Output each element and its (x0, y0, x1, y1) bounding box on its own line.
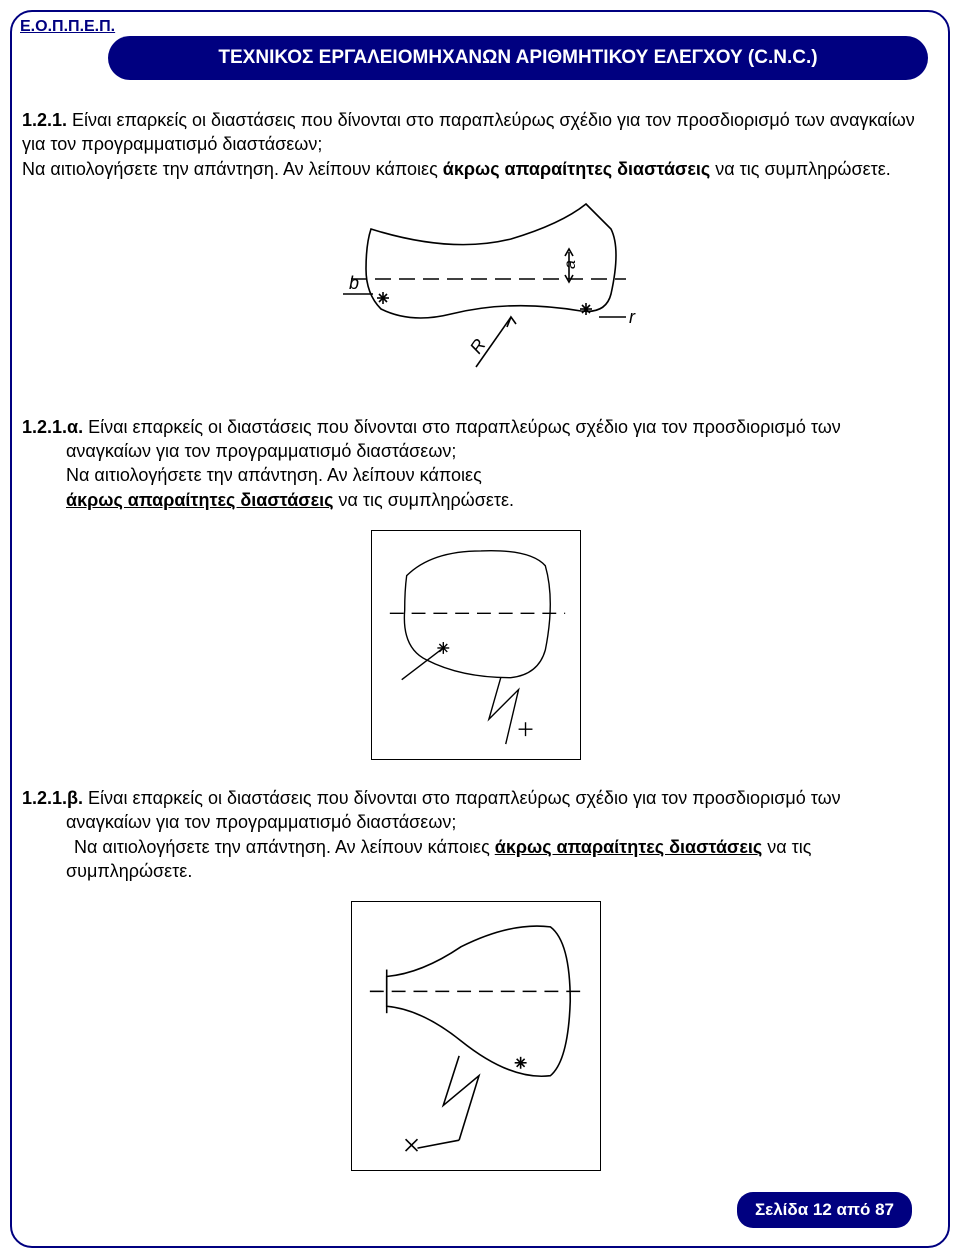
label-r: r (629, 307, 636, 327)
label-R: R (466, 335, 490, 357)
q3-num: 1.2.1.β. (22, 788, 83, 808)
figure-1-wrap: b a r R (22, 199, 930, 389)
label-b: b (349, 273, 359, 293)
q3-text-b: Να αιτιολογήσετε την απάντηση. Αν λείπου… (66, 837, 495, 857)
label-a: a (562, 260, 579, 269)
diagram-2 (371, 530, 581, 760)
q1-text-c: να τις συμπληρώσετε. (710, 159, 891, 179)
q3-text-a: Είναι επαρκείς οι διαστάσεις που δίνοντα… (66, 788, 841, 832)
page-footer: Σελίδα 12 από 87 (737, 1192, 912, 1228)
figure-2-wrap (22, 530, 930, 760)
header-title: ΤΕΧΝΙΚΟΣ ΕΡΓΑΛΕΙΟΜΗΧΑΝΩΝ ΑΡΙΘΜΗΤΙΚΟΥ ΕΛΕ… (218, 47, 817, 69)
question-1: 1.2.1. Είναι επαρκείς οι διαστάσεις που … (22, 108, 930, 181)
page-number: Σελίδα 12 από 87 (755, 1200, 894, 1219)
q3-bold: άκρως απαραίτητες διαστάσεις (495, 837, 763, 857)
q1-text-a: Είναι επαρκείς οι διαστάσεις που δίνοντα… (22, 110, 915, 154)
q2-text-c: να τις συμπληρώσετε. (334, 490, 515, 510)
org-label: Ε.Ο.Π.Π.Ε.Π. (20, 18, 115, 36)
question-2: 1.2.1.α. Είναι επαρκείς οι διαστάσεις πο… (22, 415, 930, 512)
q1-bold: άκρως απαραίτητες διαστάσεις (443, 159, 711, 179)
q1-num: 1.2.1. (22, 110, 67, 130)
header-banner: ΤΕΧΝΙΚΟΣ ΕΡΓΑΛΕΙΟΜΗΧΑΝΩΝ ΑΡΙΘΜΗΤΙΚΟΥ ΕΛΕ… (108, 36, 928, 80)
figure-3-wrap (22, 901, 930, 1171)
diagram-3 (351, 901, 601, 1171)
q2-text-b: Να αιτιολογήσετε την απάντηση. Αν λείπου… (66, 465, 482, 485)
q2-bold: άκρως απαραίτητες διαστάσεις (66, 490, 334, 510)
diagram-1: b a r R (311, 199, 641, 389)
q2-text-a: Είναι επαρκείς οι διαστάσεις που δίνοντα… (66, 417, 841, 461)
content-area: 1.2.1. Είναι επαρκείς οι διαστάσεις που … (22, 108, 930, 1197)
q1-text-b: Να αιτιολογήσετε την απάντηση. Αν λείπου… (22, 159, 443, 179)
q2-num: 1.2.1.α. (22, 417, 83, 437)
question-3: 1.2.1.β. Είναι επαρκείς οι διαστάσεις πο… (22, 786, 930, 883)
